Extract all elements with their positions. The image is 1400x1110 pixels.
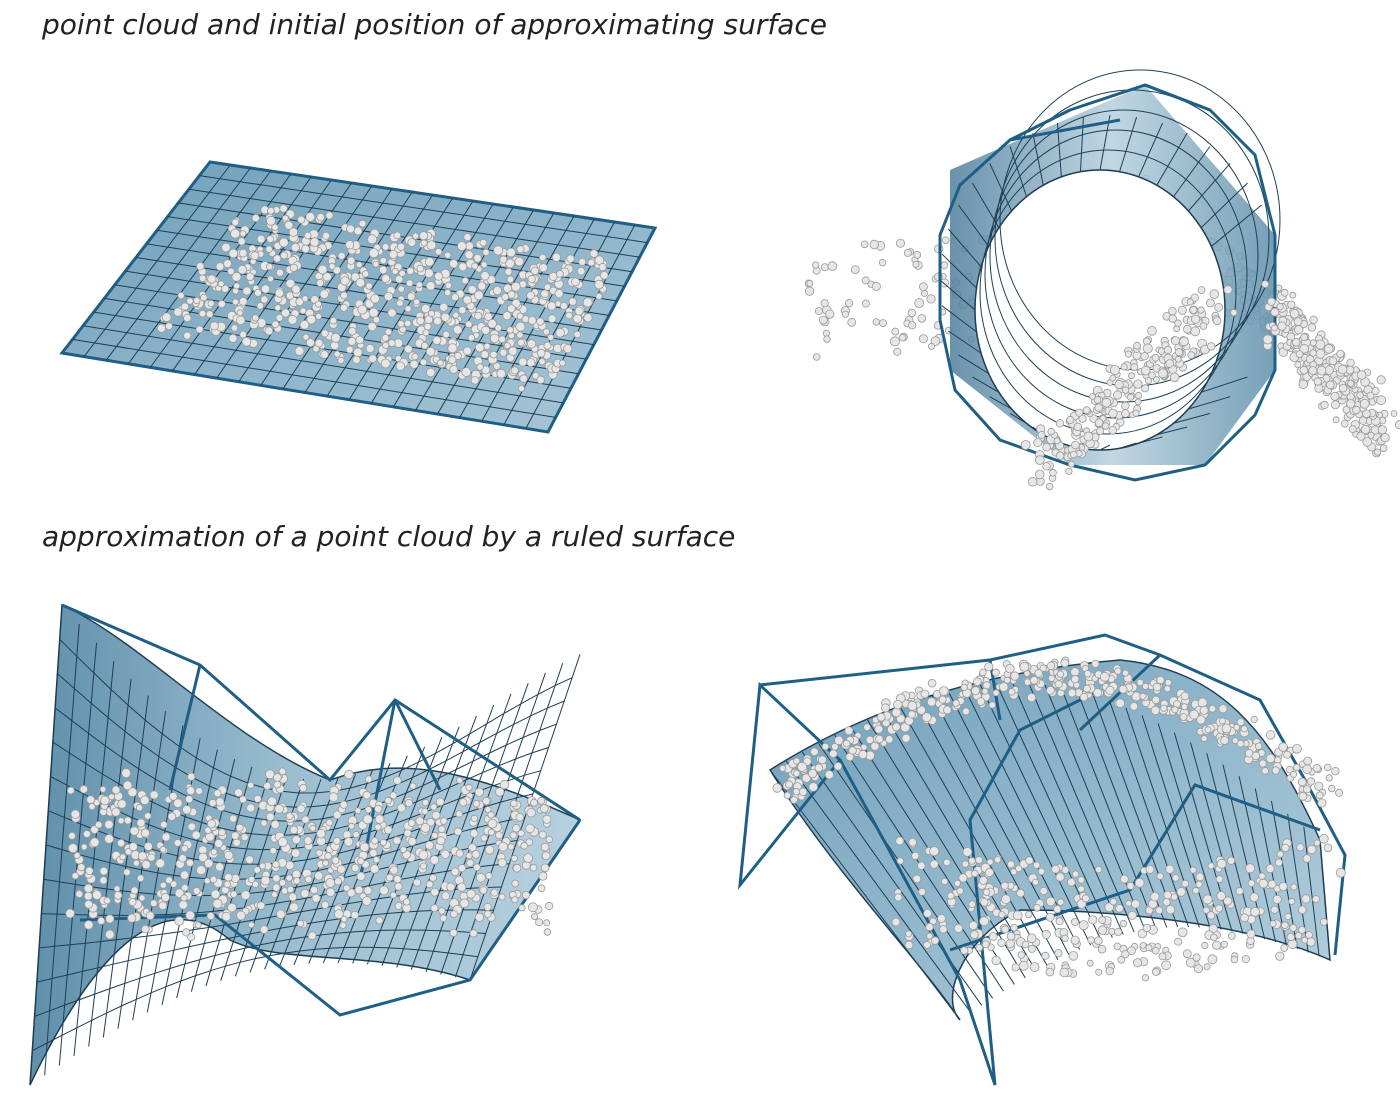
panel-plane-initial — [0, 60, 700, 500]
panel-ruled-surface-result-1 — [0, 580, 700, 1110]
point-cloud — [772, 656, 1346, 982]
plane-surface — [59, 160, 658, 434]
point-cloud — [65, 767, 554, 942]
ruled-surface — [768, 659, 1331, 1021]
panel-ruled-surface-result-2 — [700, 580, 1400, 1110]
caption-ruled-surface-approximation: approximation of a point cloud by a rule… — [42, 520, 736, 553]
control-polygon — [738, 633, 1347, 1086]
point-cloud-front — [1020, 280, 1390, 491]
panel-cylinder-initial — [700, 60, 1400, 500]
control-polygon — [938, 83, 1277, 482]
caption-initial-position: point cloud and initial position of appr… — [42, 8, 827, 41]
point-cloud — [156, 204, 609, 392]
